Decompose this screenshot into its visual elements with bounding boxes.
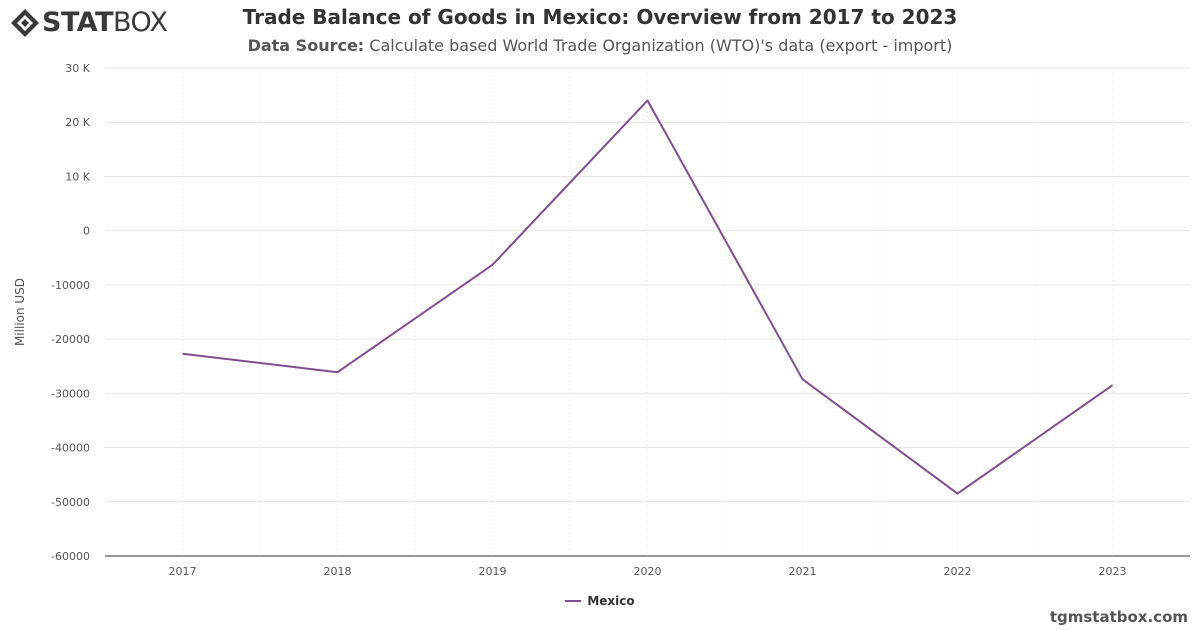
y-tick-label: 0: [83, 225, 90, 238]
site-credit: tgmstatbox.com: [1049, 608, 1188, 626]
y-tick-label: -60000: [51, 550, 90, 563]
y-axis-ticks: -60000 -50000 -40000 -30000 -20000 -10000 0 10 …: [51, 62, 91, 563]
y-tick-label: 20 K: [65, 116, 90, 129]
y-tick-label: -10000: [51, 279, 90, 292]
series-line-mexico[interactable]: [182, 99, 1114, 495]
y-tick-label: -30000: [51, 387, 90, 400]
legend[interactable]: Mexico: [0, 594, 1200, 608]
y-tick-label: -40000: [51, 442, 90, 455]
source-label: Data Source:: [247, 36, 365, 55]
x-tick-label: 2021: [789, 565, 817, 578]
data-point[interactable]: [490, 262, 496, 268]
y-tick-label: 30 K: [65, 62, 90, 75]
legend-label-mexico[interactable]: Mexico: [587, 594, 635, 608]
legend-swatch: [565, 600, 582, 602]
x-tick-label: 2020: [634, 565, 662, 578]
data-point[interactable]: [180, 351, 186, 357]
y-axis-title: Million USD: [13, 278, 27, 346]
x-axis-ticks: 2017 2018 2019 2020 2021 2022 2023: [169, 565, 1127, 578]
chart-title: Trade Balance of Goods in Mexico: Overvi…: [242, 5, 958, 29]
x-tick-label: 2022: [944, 565, 972, 578]
statbox-logo: STATBOX: [10, 8, 168, 38]
x-tick-label: 2023: [1099, 565, 1127, 578]
data-point[interactable]: [645, 98, 651, 104]
y-tick-label: 10 K: [65, 170, 90, 183]
data-point[interactable]: [1110, 382, 1116, 388]
data-point[interactable]: [335, 369, 341, 375]
data-point[interactable]: [800, 376, 806, 382]
x-tick-label: 2017: [169, 565, 197, 578]
y-tick-label: -20000: [51, 333, 90, 346]
diamond-logo-icon: [11, 9, 39, 37]
logo-text-light: BOX: [112, 7, 168, 38]
logo-text: STATBOX: [42, 8, 168, 38]
vertical-gridlines: [182, 68, 1113, 556]
x-tick-label: 2019: [479, 565, 507, 578]
source-text: Calculate based World Trade Organization…: [369, 36, 953, 55]
data-point[interactable]: [955, 491, 961, 497]
x-tick-label: 2018: [324, 565, 352, 578]
logo-text-bold: STAT: [42, 7, 113, 38]
y-tick-label: -50000: [51, 496, 90, 509]
series-group: [180, 98, 1116, 497]
chart-subtitle: Data Source: Calculate based World Trade…: [0, 36, 1200, 55]
